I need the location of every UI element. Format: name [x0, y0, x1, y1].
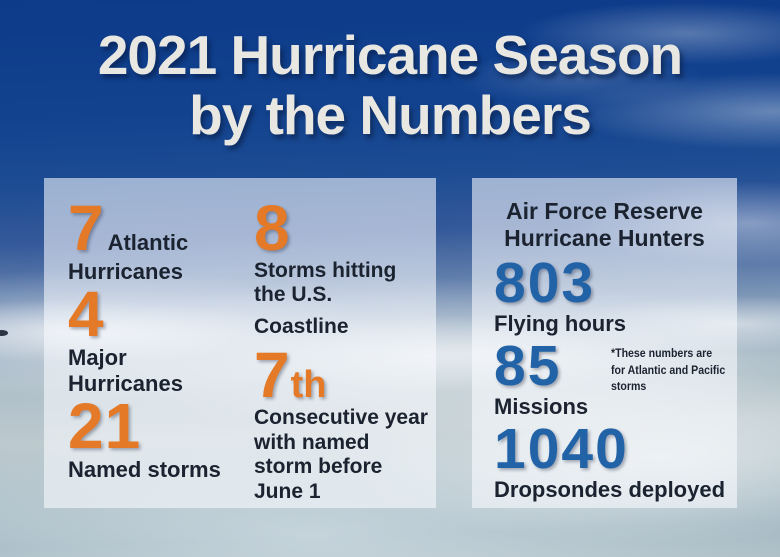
- coastline-storms-value: 8: [254, 192, 291, 264]
- missions-label: Missions: [494, 394, 589, 420]
- scope-footnote-line3: storms: [611, 381, 647, 394]
- stat-atlantic-hurricanes: 7 Atlantic Hurricanes: [68, 192, 254, 284]
- season-stats-panel: 7 Atlantic Hurricanes 4 Major Hurricanes…: [44, 178, 436, 508]
- named-storms-label: Named storms: [68, 456, 221, 482]
- consecutive-year-value: 7: [254, 339, 291, 412]
- named-storms-value: 21: [68, 390, 142, 463]
- season-stats-column1: 7 Atlantic Hurricanes 4 Major Hurricanes…: [68, 192, 254, 508]
- hurricane-hunters-heading-line1: Air Force Reserve: [506, 198, 703, 224]
- hurricane-hunters-panel: Air Force Reserve Hurricane Hunters 803 …: [472, 178, 737, 508]
- major-hurricanes-value: 4: [68, 278, 105, 351]
- hurricane-hunters-heading-line2: Hurricane Hunters: [504, 224, 705, 251]
- consecutive-year-label-line3: storm before: [254, 455, 383, 479]
- stat-major-hurricanes: 4 Major Hurricanes: [68, 278, 254, 396]
- hurricane-hunters-heading: Air Force Reserve Hurricane Hunters: [472, 198, 737, 252]
- stat-missions: 85 Missions: [472, 333, 737, 420]
- atlantic-hurricanes-label: Hurricanes: [68, 258, 183, 284]
- consecutive-year-label-line1: Consecutive year: [254, 406, 428, 430]
- page-title: 2021 Hurricane Season by the Numbers: [0, 24, 780, 146]
- scope-footnote: *These numbers are for Atlantic and Paci…: [611, 346, 726, 396]
- stat-flying-hours: 803 Flying hours: [472, 250, 737, 337]
- stat-dropsondes: 1040 Dropsondes deployed: [472, 416, 737, 503]
- missions-value: 85: [494, 333, 562, 398]
- coastline-storms-label-line1: Storms hitting: [254, 258, 397, 282]
- stat-storms-hitting-coastline: 8 Storms hitting the U.S. Coastline: [254, 192, 430, 339]
- major-hurricanes-label-line1: Major: [68, 345, 127, 371]
- season-stats-column2: 8 Storms hitting the U.S. Coastline 7 th…: [254, 192, 436, 508]
- dropsondes-label: Dropsondes deployed: [494, 477, 726, 503]
- consecutive-year-value-suffix: th: [290, 364, 327, 407]
- consecutive-year-label-line2: with named: [254, 430, 370, 454]
- major-hurricanes-label-line2: Hurricanes: [68, 370, 183, 396]
- stat-consecutive-year: 7 th Consecutive year with named storm b…: [254, 339, 430, 504]
- dropsondes-value: 1040: [494, 416, 629, 481]
- flying-hours-value: 803: [494, 250, 596, 315]
- page-title-line1: 2021 Hurricane Season: [97, 24, 683, 86]
- atlantic-hurricanes-value: 7: [68, 192, 105, 264]
- page-title-line2: by the Numbers: [189, 83, 592, 146]
- distant-aircraft-speck: [0, 330, 8, 336]
- stat-named-storms: 21 Named storms: [68, 390, 254, 482]
- coastline-storms-label-line3: Coastline: [254, 314, 349, 338]
- coastline-storms-label-line2: the U.S.: [254, 283, 333, 307]
- consecutive-year-label-line4: June 1: [254, 479, 321, 503]
- scope-footnote-line1: *These numbers are: [611, 348, 713, 360]
- scope-footnote-line2: for Atlantic and Pacific: [611, 364, 726, 377]
- flying-hours-label: Flying hours: [494, 311, 626, 337]
- atlantic-hurricanes-label-inline: Atlantic: [107, 230, 189, 255]
